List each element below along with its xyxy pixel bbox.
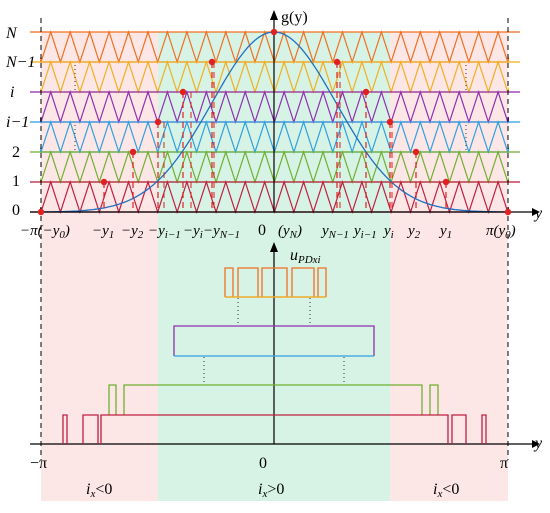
tick-neg-pi: −π(−y0) [20, 223, 70, 241]
region-negative-left [41, 32, 158, 501]
tick-y1: y1 [438, 223, 452, 241]
bottom-tick-neg-pi: −π [30, 455, 47, 472]
tick-zero: 0 [258, 222, 266, 239]
bottom-x-arrow-icon [532, 440, 540, 448]
tick-neg-y2: −y2 [121, 223, 144, 241]
intersection-point-9 [386, 118, 394, 126]
pulse-level-2 [108, 384, 439, 415]
carrier-wave-N [30, 30, 538, 64]
intersection-point-6 [270, 28, 278, 36]
level-label-im1: i−1 [6, 114, 29, 131]
level-label-N: N [5, 25, 18, 42]
intersection-point-5 [208, 58, 216, 66]
intersection-point-10 [412, 148, 420, 156]
carrier-mask-right [509, 25, 550, 215]
pulse-level-i [173, 325, 375, 356]
bottom-tick-zero: 0 [259, 455, 267, 472]
region-label-left: ix<0 [86, 481, 112, 500]
tick-yNm1: yN−1 [320, 223, 349, 241]
tick-yim1: yi−1 [352, 223, 377, 241]
bottom-y-arrow-icon [270, 242, 278, 252]
top-x-axis-label: y [533, 205, 543, 222]
bottom-tick-pi: π [500, 455, 508, 472]
intersection-markers [37, 28, 512, 216]
region-label-right: ix<0 [433, 481, 459, 500]
level-label-i: i [10, 84, 14, 101]
intersection-point-7 [333, 58, 341, 66]
tick-neg-yi: −yi [183, 223, 203, 241]
tick-pi: π(y0) [486, 223, 516, 241]
intersection-point-8 [362, 88, 370, 96]
carrier-mask-left [0, 25, 40, 215]
top-y-arrow-icon [270, 10, 278, 20]
dotted-guides [74, 65, 467, 384]
carrier-wave-1 [30, 180, 538, 214]
level-label-0: 0 [12, 202, 20, 219]
carrier-wave-2 [30, 150, 538, 184]
intersection-point-12 [504, 208, 512, 216]
pd-pulses [62, 267, 487, 444]
level-label-1: 1 [12, 173, 20, 190]
carrier-wave-i [30, 90, 538, 124]
level-label-2: 2 [12, 144, 20, 161]
tick-neg-yim1: −yi−1 [148, 223, 181, 241]
intersection-point-0 [37, 208, 45, 216]
intersection-point-11 [442, 178, 450, 186]
intersection-point-3 [154, 118, 162, 126]
intersection-point-2 [129, 148, 137, 156]
tick-neg-y1: −y1 [92, 223, 114, 241]
level-label-Nm1: N−1 [5, 54, 35, 71]
top-x-arrow-icon [532, 208, 540, 216]
region-label-center: ix>0 [258, 481, 284, 500]
intersection-point-4 [179, 88, 187, 96]
region-negative-right [390, 32, 508, 501]
bottom-y-axis-label: uPDxi [290, 247, 321, 266]
bottom-x-axis-label: y [533, 435, 543, 452]
tick-y2: y2 [406, 223, 421, 241]
tick-neg-yNm1: −yN−1 [203, 223, 240, 241]
pulse-level-1 [62, 414, 487, 444]
pulse-level-N [224, 267, 327, 298]
tick-yi: yi [382, 223, 394, 241]
carrier-waves [0, 25, 550, 215]
carrier-wave-Nm1 [30, 60, 538, 94]
tick-yN: (yN) [278, 223, 302, 241]
intersection-point-1 [100, 178, 108, 186]
carrier-wave-im1 [30, 120, 538, 154]
intersection-dashes [103, 62, 447, 212]
top-y-axis-label: g(y) [281, 9, 308, 26]
